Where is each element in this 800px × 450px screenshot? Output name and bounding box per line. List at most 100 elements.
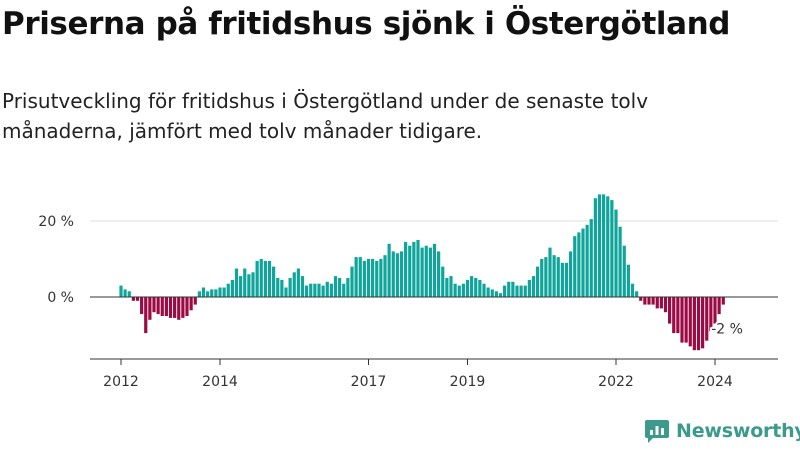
bar	[127, 291, 131, 297]
bar	[614, 209, 618, 297]
bar	[441, 266, 445, 297]
bar	[511, 281, 515, 297]
bar	[168, 297, 173, 318]
bar	[247, 274, 251, 297]
y-tick-label: 20 %	[38, 214, 74, 230]
x-tick-label: 2017	[351, 374, 387, 390]
bar	[391, 251, 395, 297]
bar	[507, 281, 511, 297]
bar	[672, 297, 676, 334]
bar	[560, 262, 564, 297]
bar	[272, 266, 276, 297]
bar	[317, 283, 321, 297]
bar	[267, 260, 272, 297]
bar	[490, 289, 494, 297]
bar	[123, 289, 127, 297]
bar	[131, 297, 135, 301]
bar	[515, 285, 519, 297]
bar	[144, 297, 148, 334]
bar	[527, 279, 531, 297]
bar	[581, 228, 585, 297]
newsworthy-logo-icon	[645, 420, 669, 443]
bar	[692, 297, 696, 351]
bar	[412, 241, 416, 297]
x-tick-label: 2024	[697, 374, 733, 390]
bar	[647, 297, 651, 305]
bar	[453, 283, 457, 297]
bar	[230, 279, 234, 297]
bar	[135, 297, 140, 301]
brand-name: Newsworthy	[676, 420, 800, 442]
bar	[362, 260, 366, 297]
bar	[713, 297, 717, 324]
bar	[358, 257, 362, 297]
bar	[721, 297, 725, 305]
bar	[668, 297, 672, 324]
bar	[259, 259, 263, 297]
bar	[408, 245, 412, 297]
bar	[445, 278, 449, 297]
bar	[536, 266, 540, 297]
bar	[626, 264, 630, 297]
bar	[420, 247, 424, 297]
bar	[263, 260, 267, 297]
bar	[428, 247, 432, 297]
bar	[701, 297, 705, 349]
value-annotation: -2 %	[711, 322, 743, 338]
bar	[350, 266, 354, 297]
bar	[119, 285, 123, 297]
bar	[573, 236, 577, 297]
bar	[482, 283, 486, 297]
bar	[243, 268, 247, 297]
bar	[680, 297, 684, 343]
bar	[523, 285, 527, 297]
bar	[387, 243, 391, 297]
bar	[148, 297, 152, 320]
bar	[218, 287, 222, 297]
bar	[651, 297, 655, 305]
bar	[280, 279, 284, 297]
bar	[284, 287, 288, 297]
bar	[602, 194, 606, 297]
bar	[313, 283, 317, 297]
chart-subtitle: Prisutveckling för fritidshus i Östergöt…	[2, 89, 649, 143]
bar	[201, 287, 206, 297]
bar	[684, 297, 688, 343]
bar	[234, 268, 239, 297]
bar	[177, 297, 181, 320]
bar	[346, 278, 350, 297]
bar	[531, 276, 536, 297]
bar	[325, 281, 329, 297]
bar	[519, 285, 523, 297]
bar	[597, 194, 602, 297]
bar	[276, 278, 280, 297]
bar	[635, 291, 639, 297]
bar	[226, 283, 230, 297]
bar	[395, 253, 399, 297]
bar	[540, 259, 544, 297]
bar	[296, 268, 300, 297]
bar	[404, 241, 408, 297]
bar	[305, 285, 309, 297]
bar	[338, 278, 342, 297]
bar	[705, 297, 709, 341]
bar	[593, 198, 597, 297]
bar	[333, 276, 338, 297]
bar	[474, 278, 478, 297]
bar	[457, 285, 461, 297]
bar	[300, 276, 305, 297]
bar	[548, 247, 552, 297]
bar	[503, 285, 507, 297]
bar	[577, 232, 581, 297]
bar	[659, 297, 663, 309]
bar	[354, 257, 358, 297]
bar	[255, 260, 259, 297]
bar	[494, 291, 498, 297]
bar	[222, 287, 226, 297]
brand-logo: Newsworthy	[644, 418, 800, 444]
bar	[197, 291, 201, 297]
bar	[696, 297, 701, 351]
bar	[173, 297, 177, 318]
bar	[630, 283, 635, 297]
